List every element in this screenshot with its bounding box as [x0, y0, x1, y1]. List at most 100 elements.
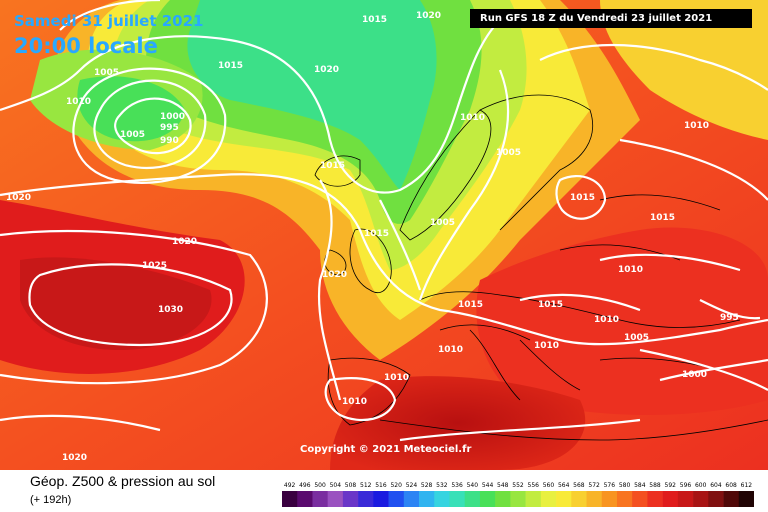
scale-tick-label: 580 [619, 482, 631, 489]
scale-tick-label: 528 [421, 482, 433, 489]
scale-tick-label: 516 [375, 482, 387, 489]
scale-swatch [662, 491, 679, 507]
scale-swatch [297, 491, 313, 507]
isobar-label: 1015 [650, 213, 675, 223]
scale-tick-label: 508 [345, 482, 357, 489]
scale-swatch [282, 491, 298, 507]
isobar-label: 1010 [438, 345, 463, 355]
scale-swatch [342, 491, 359, 507]
isobar-label: 990 [160, 136, 179, 146]
scale-swatch [495, 491, 511, 507]
scale-swatch [449, 491, 466, 507]
scale-swatch [632, 491, 648, 507]
colour-scale: 492 496 500 504 508 512 516 520 524 528 532 536 540 5… [282, 482, 754, 507]
scale-tick-label: 576 [604, 482, 616, 489]
scale-tick-label: 496 [299, 482, 311, 489]
scale-tick-label: 560 [543, 482, 555, 489]
scale-swatch [601, 491, 618, 507]
scale-swatch [677, 491, 694, 507]
scale-tick-label: 572 [588, 482, 600, 489]
scale-tick-label: 548 [497, 482, 509, 489]
scale-swatch [510, 491, 526, 507]
scale-swatch [358, 491, 374, 507]
isobar-label: 1010 [384, 373, 409, 383]
scale-swatch [479, 491, 496, 507]
isobar-label: 1025 [142, 261, 167, 271]
isobar-label: 1005 [120, 130, 145, 140]
isobar-label: 1020 [314, 65, 339, 75]
scale-tick-label: 512 [360, 482, 372, 489]
scale-swatch [434, 491, 450, 507]
isobar-label: 1005 [94, 68, 119, 78]
isobar-label: 1005 [430, 218, 455, 228]
forecast-hour: (+ 192h) [30, 494, 72, 506]
isobar-label: 1015 [218, 61, 243, 71]
scale-tick-label: 500 [314, 482, 326, 489]
scale-swatch [723, 491, 740, 507]
scale-tick-label: 552 [512, 482, 524, 489]
scale-swatch [403, 491, 420, 507]
scale-swatch [693, 491, 709, 507]
scale-tick-label: 492 [284, 482, 296, 489]
scale-swatch [419, 491, 435, 507]
isobar-label: 1015 [362, 15, 387, 25]
scale-swatch [556, 491, 572, 507]
scale-tick-label: 612 [741, 482, 753, 489]
isobar-label: 1010 [684, 121, 709, 131]
isobar-label: 1010 [342, 397, 367, 407]
isobar-label: 1000 [160, 112, 185, 122]
isobar-label: 1015 [364, 229, 389, 239]
scale-swatch [525, 491, 542, 507]
scale-swatch [616, 491, 633, 507]
isobar-label: 1020 [172, 237, 197, 247]
isobar-label: 1010 [534, 341, 559, 351]
isobar-label: 1020 [322, 270, 347, 280]
scale-tick-label: 608 [725, 482, 737, 489]
isobar-label: 1005 [624, 333, 649, 343]
scale-tick-label: 536 [451, 482, 463, 489]
run-info-banner: Run GFS 18 Z du Vendredi 23 juillet 2021 [470, 9, 752, 28]
scale-swatch [464, 491, 481, 507]
scale-swatch [738, 491, 754, 507]
isobar-label: 1020 [62, 453, 87, 463]
scale-tick-label: 524 [406, 482, 418, 489]
scale-swatch [312, 491, 328, 507]
isobar-label: 1010 [594, 315, 619, 325]
isobar-label: 1010 [460, 113, 485, 123]
isobar-label: 1010 [66, 97, 91, 107]
isobars [0, 0, 768, 440]
scale-swatch [708, 491, 724, 507]
isobar-label: 1005 [496, 148, 521, 158]
scale-tick-label: 544 [482, 482, 494, 489]
scale-tick-label: 596 [680, 482, 692, 489]
scale-tick-label: 592 [665, 482, 677, 489]
isobar-label: 1010 [618, 265, 643, 275]
isobar-label: 1020 [6, 193, 31, 203]
forecast-date: Samedi 31 juillet 2021 [14, 12, 204, 30]
isobar-label: 1030 [158, 305, 183, 315]
scale-tick-label: 564 [558, 482, 570, 489]
scale-tick-label: 588 [649, 482, 661, 489]
scale-tick-label: 568 [573, 482, 585, 489]
isobar-label: 1015 [570, 193, 595, 203]
scale-tick-label: 604 [710, 482, 722, 489]
scale-tick-label: 520 [390, 482, 402, 489]
copyright-notice: Copyright © 2021 Meteociel.fr [300, 444, 472, 455]
isobar-labels: 1015 1020 1015 1020 1005 1010 1005 1000 … [6, 11, 739, 463]
isobar-label: 995 [720, 313, 739, 323]
scale-swatch [373, 491, 389, 507]
forecast-time: 20:00 locale [14, 34, 158, 58]
isobar-label: 1020 [416, 11, 441, 21]
map-parameter-title: Géop. Z500 & pression au sol [30, 473, 216, 489]
scale-tick-label: 584 [634, 482, 646, 489]
scale-swatch [647, 491, 663, 507]
isobar-label: 1015 [458, 300, 483, 310]
scale-tick-label: 540 [467, 482, 479, 489]
scale-swatch [327, 491, 344, 507]
forecast-map: 1015 1020 1015 1020 1005 1010 1005 1000 … [0, 0, 768, 470]
scale-swatch [540, 491, 557, 507]
isobar-label: 995 [160, 123, 179, 133]
scale-tick-label: 504 [330, 482, 342, 489]
isobar-label: 1015 [538, 300, 563, 310]
